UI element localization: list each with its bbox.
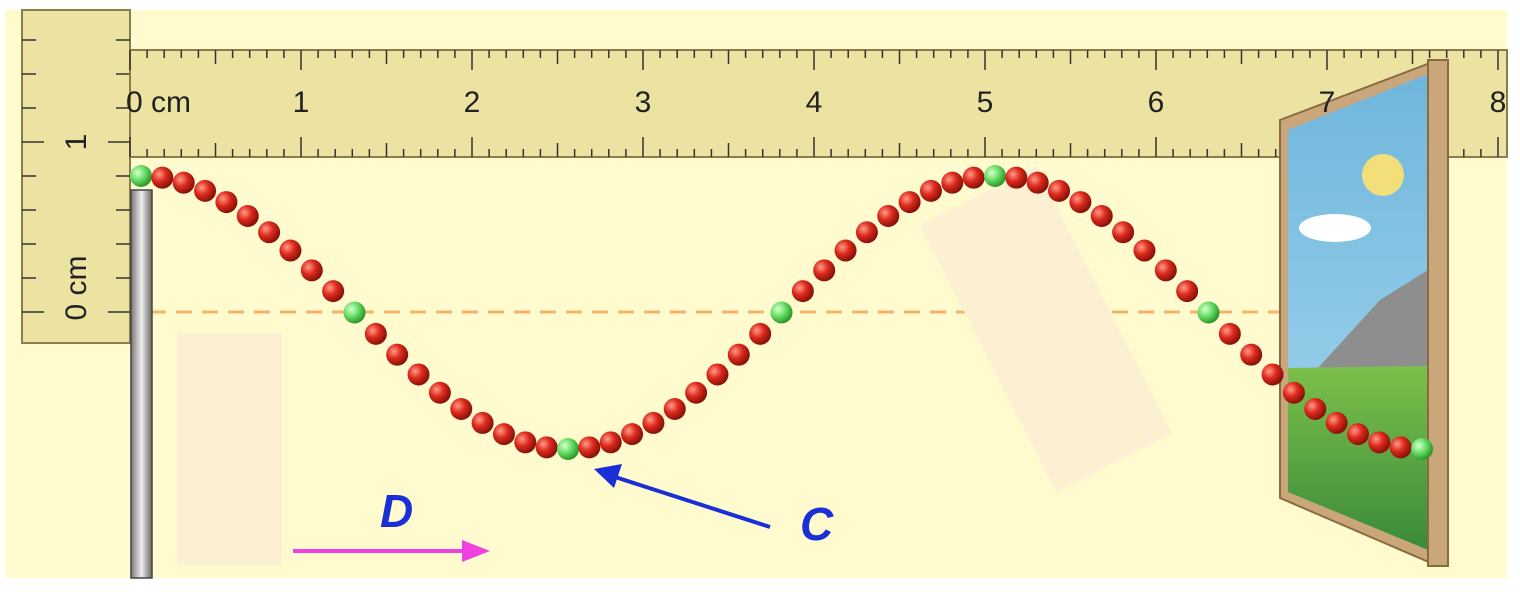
ruler-label: 7 <box>1319 86 1336 119</box>
bead <box>258 221 281 244</box>
bead <box>621 423 644 446</box>
bead <box>151 166 174 189</box>
bead <box>919 179 942 202</box>
bead <box>727 343 750 366</box>
bead <box>1026 171 1049 194</box>
bead-marked <box>343 301 366 324</box>
blank-box <box>177 333 282 565</box>
bead <box>279 239 302 262</box>
bead <box>194 179 217 202</box>
horizontal-ruler-ticks <box>129 50 1499 157</box>
bead <box>364 322 387 345</box>
bead-marked <box>1411 438 1433 460</box>
bead-marked <box>984 165 1006 187</box>
bead <box>941 171 964 194</box>
label-d: D <box>380 485 413 537</box>
ruler-label: 4 <box>806 86 823 119</box>
bead <box>428 381 451 404</box>
arrow-d <box>293 540 490 562</box>
blank-box <box>920 165 1173 493</box>
vertical-ruler <box>21 9 131 344</box>
bead <box>898 191 921 214</box>
bead <box>706 363 729 386</box>
bead <box>791 280 814 303</box>
string-beads <box>130 165 1433 460</box>
bead <box>877 204 900 227</box>
bead <box>1112 221 1135 244</box>
label-c: C <box>800 498 834 550</box>
bead <box>1090 204 1113 227</box>
bead <box>1325 411 1348 434</box>
bead <box>663 398 686 421</box>
bead <box>1282 381 1305 404</box>
bead-marked <box>130 165 152 187</box>
bead <box>514 431 537 454</box>
bead <box>1048 179 1071 202</box>
ruler-label: 3 <box>635 86 652 119</box>
bead <box>450 398 473 421</box>
bead <box>578 436 601 459</box>
bead-marked <box>770 301 793 324</box>
bead <box>1005 166 1028 189</box>
arrow-c <box>594 464 771 529</box>
bead <box>407 363 430 386</box>
bead <box>1133 239 1156 262</box>
ruler-label: 5 <box>977 86 994 119</box>
bead <box>535 436 558 459</box>
bead <box>749 322 772 345</box>
bead <box>855 221 878 244</box>
bead <box>1176 280 1199 303</box>
bead <box>962 166 985 189</box>
bead <box>300 259 323 282</box>
bead <box>215 191 238 214</box>
ruler-label: 0 cm <box>126 86 191 119</box>
bead <box>1304 398 1327 421</box>
bead-marked <box>557 438 579 460</box>
window <box>1279 59 1449 567</box>
bead <box>236 204 259 227</box>
bead <box>1368 431 1391 454</box>
oscillator-post <box>130 189 153 579</box>
ruler-label: 2 <box>464 86 481 119</box>
vertical-ruler-ticks <box>22 39 130 313</box>
vertical-ruler-label: 1 <box>60 134 93 151</box>
bead <box>471 411 494 434</box>
bead <box>642 411 665 434</box>
vertical-ruler-label: 0 cm <box>60 255 93 320</box>
ruler-label: 6 <box>1148 86 1165 119</box>
bead <box>1218 322 1241 345</box>
bead <box>1240 343 1263 366</box>
horizontal-ruler <box>129 49 1508 158</box>
bead <box>492 423 515 446</box>
ruler-label: 1 <box>293 86 310 119</box>
bead <box>1154 259 1177 282</box>
bead <box>1346 423 1369 446</box>
bead <box>386 343 409 366</box>
bead <box>1389 436 1412 459</box>
bead <box>1261 363 1284 386</box>
bead <box>172 171 195 194</box>
bead <box>322 280 345 303</box>
bead <box>813 259 836 282</box>
bead <box>1069 191 1092 214</box>
bead <box>834 239 857 262</box>
bead <box>599 431 622 454</box>
bead <box>685 381 708 404</box>
bead-marked <box>1197 301 1220 324</box>
ruler-label: 8 <box>1490 86 1507 119</box>
